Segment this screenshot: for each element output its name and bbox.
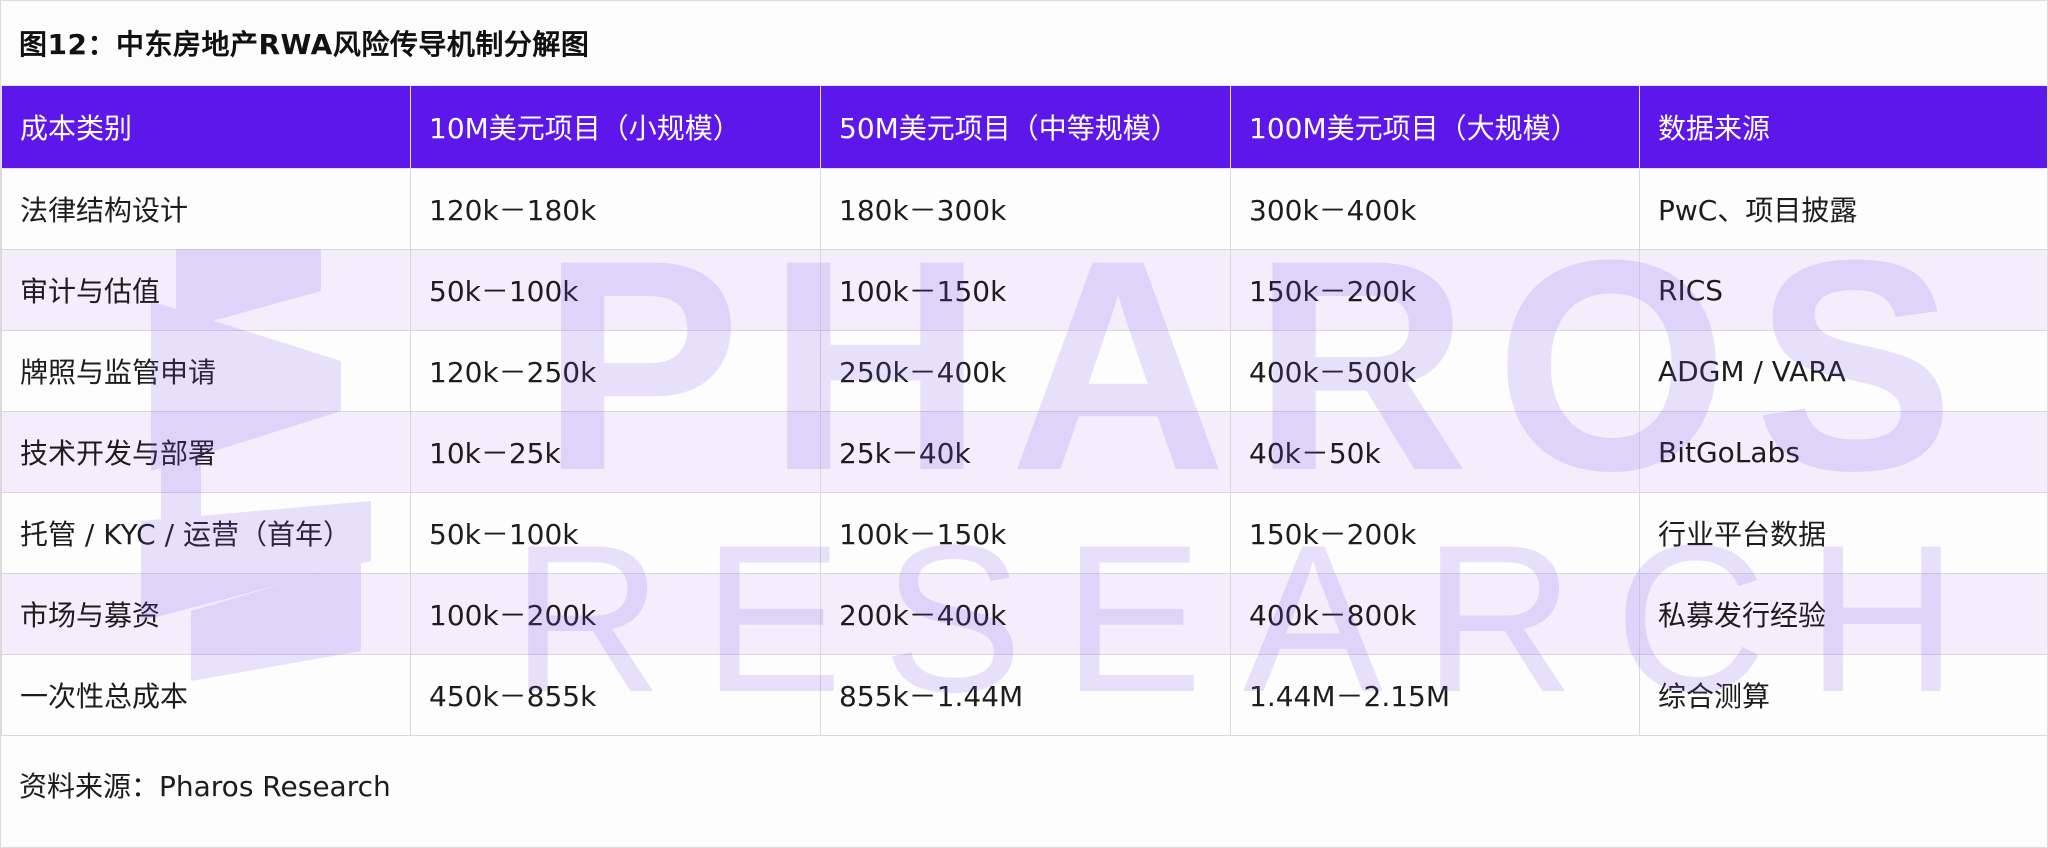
cell-source: RICS	[1639, 249, 2047, 331]
cell-category: 市场与募资	[1, 573, 411, 655]
cell-source: 综合测算	[1639, 654, 2047, 736]
table-row: 托管 / KYC / 运营（首年） 50k－100k 100k－150k 150…	[1, 492, 2047, 574]
cell-source: PwC、项目披露	[1639, 168, 2047, 250]
cell-50m: 25k－40k	[820, 411, 1231, 493]
cell-category: 托管 / KYC / 运营（首年）	[1, 492, 411, 574]
cell-10m: 10k－25k	[410, 411, 821, 493]
cell-category: 一次性总成本	[1, 654, 411, 736]
table-row: 审计与估值 50k－100k 100k－150k 150k－200k RICS	[1, 249, 2047, 331]
table-row: 技术开发与部署 10k－25k 25k－40k 40k－50k BitGoLab…	[1, 411, 2047, 493]
cost-table: 成本类别 10M美元项目（小规模） 50M美元项目（中等规模） 100M美元项目…	[1, 85, 2047, 736]
cell-50m: 250k－400k	[820, 330, 1231, 412]
header-cost-category: 成本类别	[1, 85, 411, 169]
cell-50m: 180k－300k	[820, 168, 1231, 250]
cell-source: 行业平台数据	[1639, 492, 2047, 574]
cell-100m: 1.44M－2.15M	[1230, 654, 1640, 736]
cell-source: BitGoLabs	[1639, 411, 2047, 493]
cell-50m: 100k－150k	[820, 492, 1231, 574]
cell-10m: 120k－180k	[410, 168, 821, 250]
table-row: 法律结构设计 120k－180k 180k－300k 300k－400k PwC…	[1, 168, 2047, 250]
cell-100m: 400k－500k	[1230, 330, 1640, 412]
cell-10m: 100k－200k	[410, 573, 821, 655]
cell-100m: 150k－200k	[1230, 492, 1640, 574]
header-50m-project: 50M美元项目（中等规模）	[820, 85, 1231, 169]
cell-category: 技术开发与部署	[1, 411, 411, 493]
cell-100m: 300k－400k	[1230, 168, 1640, 250]
cell-category: 审计与估值	[1, 249, 411, 331]
cell-100m: 40k－50k	[1230, 411, 1640, 493]
cell-10m: 50k－100k	[410, 492, 821, 574]
cell-50m: 200k－400k	[820, 573, 1231, 655]
cell-100m: 400k－800k	[1230, 573, 1640, 655]
source-note: 资料来源：Pharos Research	[19, 770, 391, 803]
cell-source: ADGM / VARA	[1639, 330, 2047, 412]
header-data-source: 数据来源	[1639, 85, 2047, 169]
table-row: 市场与募资 100k－200k 200k－400k 400k－800k 私募发行…	[1, 573, 2047, 655]
figure-title: 图12：中东房地产RWA风险传导机制分解图	[19, 28, 590, 61]
table-row: 牌照与监管申请 120k－250k 250k－400k 400k－500k AD…	[1, 330, 2047, 412]
cell-50m: 100k－150k	[820, 249, 1231, 331]
cell-source: 私募发行经验	[1639, 573, 2047, 655]
cell-10m: 450k－855k	[410, 654, 821, 736]
table-row-total: 一次性总成本 450k－855k 855k－1.44M 1.44M－2.15M …	[1, 654, 2047, 736]
cell-100m: 150k－200k	[1230, 249, 1640, 331]
cell-10m: 50k－100k	[410, 249, 821, 331]
header-100m-project: 100M美元项目（大规模）	[1230, 85, 1640, 169]
cell-10m: 120k－250k	[410, 330, 821, 412]
cell-category: 法律结构设计	[1, 168, 411, 250]
cell-category: 牌照与监管申请	[1, 330, 411, 412]
table-header-row: 成本类别 10M美元项目（小规模） 50M美元项目（中等规模） 100M美元项目…	[1, 85, 2047, 169]
cell-50m: 855k－1.44M	[820, 654, 1231, 736]
header-10m-project: 10M美元项目（小规模）	[410, 85, 821, 169]
